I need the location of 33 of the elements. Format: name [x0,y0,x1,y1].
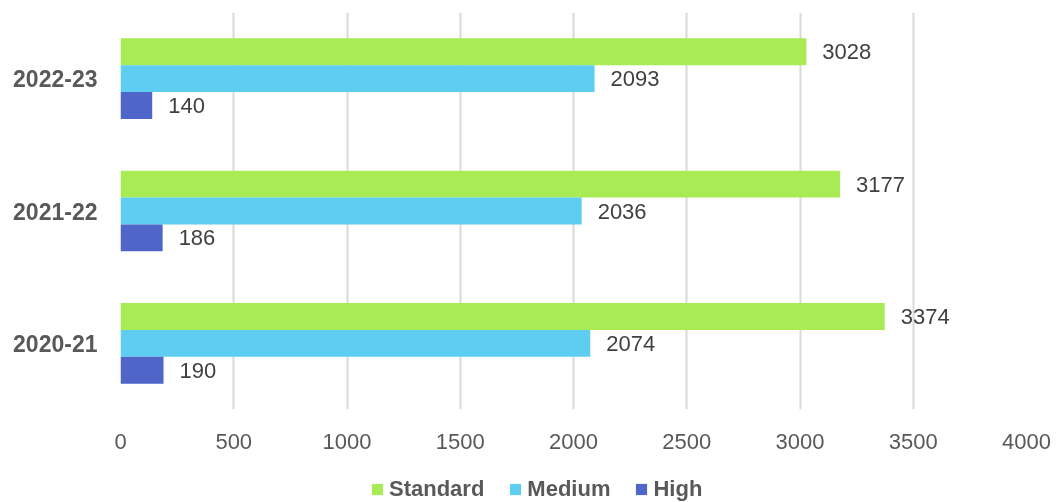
bar [120,329,591,357]
x-tick-label: 2000 [549,428,598,454]
data-label: 3028 [822,39,872,65]
x-tick-label: 2500 [662,428,712,454]
bar [120,356,164,384]
data-label: 3177 [856,171,906,197]
data-label: 140 [168,93,205,119]
x-tick-label: 1000 [322,428,372,454]
data-label: 2074 [606,330,656,356]
legend-label: Medium [527,476,611,502]
x-tick-label: 3500 [888,428,938,454]
bar [120,224,163,252]
legend-label: Standard [389,476,485,502]
bar [120,92,153,120]
x-tick-label: 500 [215,428,253,454]
data-label: 3374 [900,303,950,329]
x-tick-label: 0 [114,428,127,454]
y-tick-label: 2021-22 [13,198,98,225]
x-tick-label: 4000 [1002,428,1051,454]
x-tick-label: 3000 [775,428,825,454]
x-tick-label: 1500 [435,428,485,454]
bar [120,302,885,330]
data-label: 190 [179,357,217,383]
y-tick-label: 2020-21 [13,330,98,357]
bar [120,38,807,66]
y-tick-label: 2022-23 [13,66,98,93]
data-label: 2036 [597,198,647,224]
legend-label: High [653,476,703,502]
bar [120,197,582,225]
data-label: 186 [178,225,216,251]
bar [120,170,841,198]
data-label: 2093 [610,66,660,92]
bar [120,65,595,93]
